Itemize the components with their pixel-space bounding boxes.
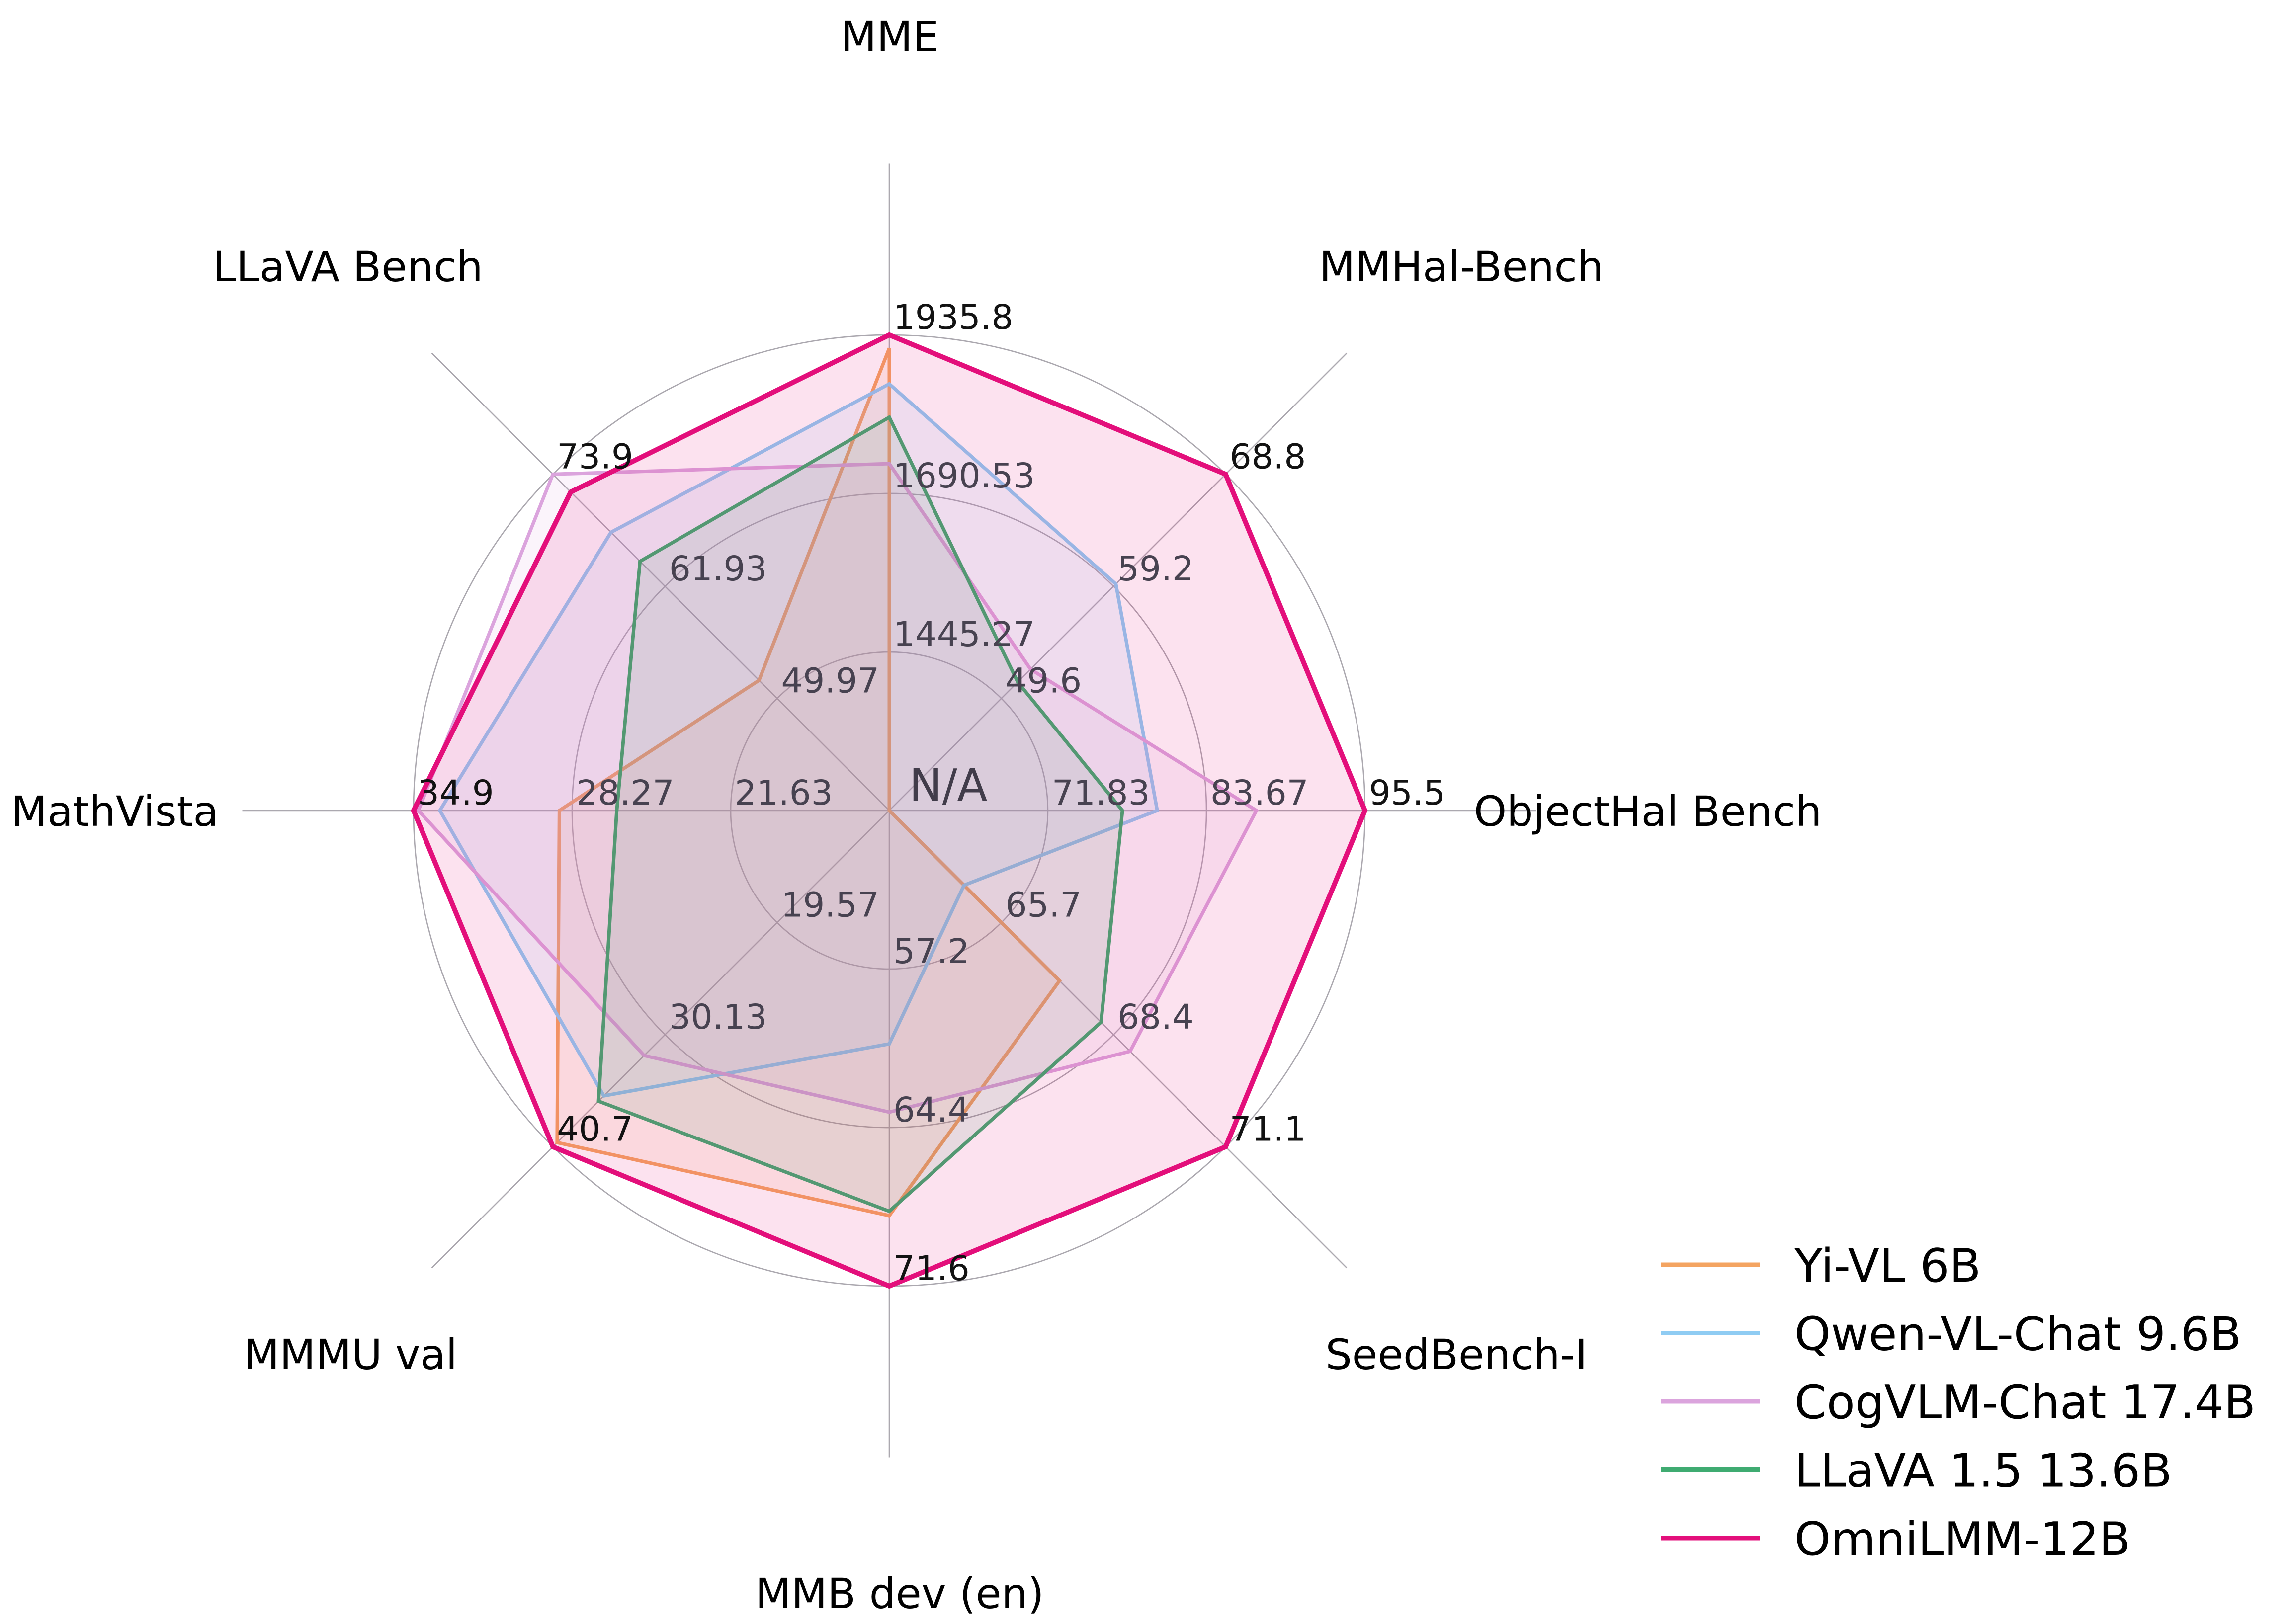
tick-label: 71.83 xyxy=(1052,773,1150,813)
tick-label: 68.8 xyxy=(1230,437,1306,477)
tick-label: 49.97 xyxy=(781,661,879,701)
tick-label: 71.1 xyxy=(1230,1110,1306,1149)
series-polygon-5 xyxy=(411,332,1368,1289)
tick-label: 59.2 xyxy=(1117,549,1194,589)
legend-label: OmniLMM-12B xyxy=(1794,1512,2131,1566)
series-polygon-4 xyxy=(596,414,1124,1214)
legend-label: Yi-VL 6B xyxy=(1794,1239,1981,1293)
series-polygon-2 xyxy=(437,382,1160,1098)
tick-label: 73.9 xyxy=(557,437,633,477)
center-na-label: N/A xyxy=(909,759,988,811)
axis-title: SeedBench-I xyxy=(1325,1330,1587,1379)
tick-label: 95.5 xyxy=(1369,773,1445,813)
tick-label: 30.13 xyxy=(669,997,767,1037)
tick-label: 57.2 xyxy=(893,932,970,972)
radar-spoke xyxy=(431,352,890,811)
tick-label: 34.9 xyxy=(418,773,494,813)
legend-label: Qwen-VL-Chat 9.6B xyxy=(1794,1307,2241,1361)
legend: Yi-VL 6B Qwen-VL-Chat 9.6B CogVLM-Chat 17.… xyxy=(1661,1239,2256,1566)
tick-label: 28.27 xyxy=(576,773,675,813)
tick-label: 68.4 xyxy=(1117,997,1194,1037)
series-polygon-1 xyxy=(555,347,1062,1218)
axis-title: MathVista xyxy=(11,787,219,836)
radar-spoke xyxy=(889,352,1348,811)
tick-label: 49.6 xyxy=(1006,661,1082,701)
axis-title: MME xyxy=(841,12,939,61)
axis-title: MMMU val xyxy=(244,1330,457,1379)
legend-label: LLaVA 1.5 13.6B xyxy=(1794,1444,2172,1498)
tick-label: 19.57 xyxy=(781,886,879,925)
tick-label: 1935.8 xyxy=(893,298,1013,337)
radar-spoke xyxy=(431,810,890,1269)
axis-title: MMB dev (en) xyxy=(755,1569,1044,1618)
tick-label: 83.67 xyxy=(1210,773,1309,813)
series-polygon-3 xyxy=(416,462,1259,1114)
tick-label: 21.63 xyxy=(735,773,833,813)
legend-label: CogVLM-Chat 17.4B xyxy=(1794,1376,2256,1429)
tick-label: 1445.27 xyxy=(893,615,1035,654)
tick-label: 64.4 xyxy=(893,1090,970,1130)
axis-title: LLaVA Bench xyxy=(213,243,483,291)
axis-title: ObjectHal Bench xyxy=(1474,787,1822,836)
tick-label: 40.7 xyxy=(557,1110,633,1149)
axis-title: MMHal-Bench xyxy=(1319,243,1604,291)
tick-label: 71.6 xyxy=(893,1249,970,1289)
tick-label: 61.93 xyxy=(669,549,767,589)
tick-label: 1690.53 xyxy=(893,456,1035,496)
tick-label: 65.7 xyxy=(1006,886,1082,925)
